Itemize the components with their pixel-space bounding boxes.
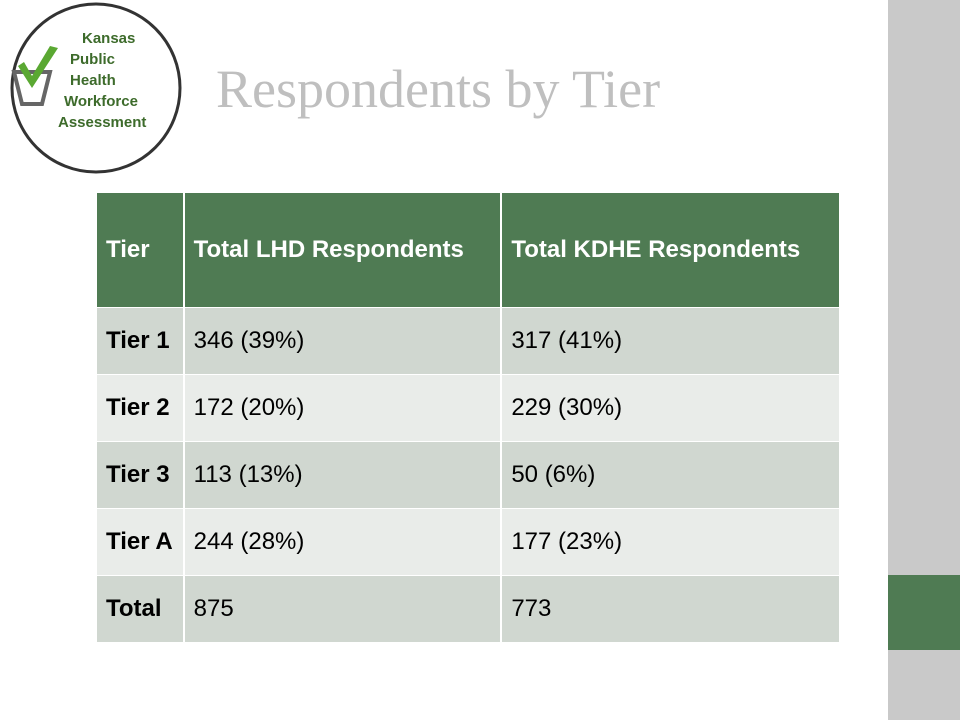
header-row: Tier Total LHD Respondents Total KDHE Resp… <box>97 193 839 308</box>
table-cell: Tier A <box>97 508 184 576</box>
logo-text: Assessment <box>58 114 146 131</box>
logo-ring <box>10 2 182 174</box>
logo-text: Health <box>70 72 116 89</box>
table-cell: 177 (23%) <box>500 508 839 576</box>
table-cell: 244 (28%) <box>182 508 502 576</box>
column-header: Total KDHE Respondents <box>500 193 839 308</box>
slide-title: Respondents by Tier <box>216 59 661 119</box>
table-cell: 113 (13%) <box>182 441 502 509</box>
table-body: Tier 1 346 (39%) 317 (41%) Tier 2 172 (20%) 2… <box>97 307 839 642</box>
logo-check <box>18 46 58 88</box>
table-cell: 773 <box>500 575 839 642</box>
table-cell: 50 (6%) <box>500 441 839 509</box>
table-cell: 317 (41%) <box>500 307 839 375</box>
table-row: Tier A 244 (28%) 177 (23%) <box>97 508 839 576</box>
column-header: Tier <box>97 193 184 308</box>
logo-text: Workforce <box>64 93 138 110</box>
table-cell: 172 (20%) <box>182 374 502 442</box>
table-cell: Tier 3 <box>97 441 184 509</box>
table-row: Tier 3 113 (13%) 50 (6%) <box>97 441 839 509</box>
table-cell: Total <box>97 575 184 642</box>
table-cell: Tier 2 <box>97 374 184 442</box>
table-row: Total 875 773 <box>97 575 839 642</box>
table-row: Tier 2 172 (20%) 229 (30%) <box>97 374 839 442</box>
table-cell: 346 (39%) <box>182 307 502 375</box>
table-row: Tier 1 346 (39%) 317 (41%) <box>97 307 839 375</box>
table-cell: Tier 1 <box>97 307 184 375</box>
sidebar-block <box>888 575 960 650</box>
logo-text: Public <box>70 51 115 68</box>
logo: Kansas Public Health Workforce Assessmen… <box>10 2 182 174</box>
table-cell: 875 <box>182 575 502 642</box>
data-table: Tier Total LHD Respondents Total KDHE Resp… <box>97 193 839 642</box>
column-header: Total LHD Respondents <box>182 193 502 308</box>
table-cell: 229 (30%) <box>500 374 839 442</box>
logo-text: Kansas <box>82 30 135 47</box>
